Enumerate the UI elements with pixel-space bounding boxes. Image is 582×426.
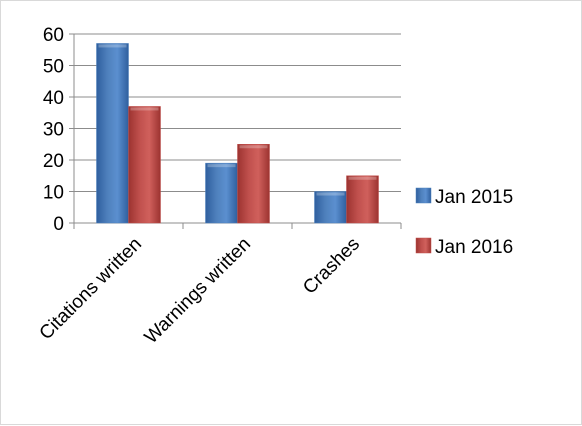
- y-tick-label: 30: [43, 120, 64, 141]
- bar-bevel: [207, 164, 236, 168]
- bar-bevel: [316, 192, 345, 196]
- bar-bevel: [98, 44, 127, 48]
- bar-jan-2015-warnings-written: [205, 162, 238, 224]
- y-tick-label: 10: [43, 183, 64, 204]
- bar-jan-2015-crashes: [314, 191, 347, 224]
- y-tick-label: 50: [43, 57, 64, 78]
- x-category-label: Crashes: [299, 234, 364, 299]
- bar-jan-2016-warnings-written: [237, 144, 270, 224]
- legend: Jan 2015 Jan 2016: [415, 187, 513, 258]
- bar-bevel: [348, 176, 377, 180]
- legend-swatch: [415, 237, 432, 254]
- legend-swatch: [415, 187, 432, 204]
- bars: [96, 43, 379, 224]
- x-category-label: Citations written: [36, 234, 146, 344]
- bar-jan-2016-crashes: [346, 175, 379, 224]
- legend-label: Jan 2016: [435, 237, 513, 258]
- bar-bevel: [239, 145, 268, 149]
- x-category-label: Warnings written: [141, 234, 255, 348]
- legend-label: Jan 2015: [435, 187, 513, 208]
- bar-bevel: [130, 107, 159, 111]
- bar-jan-2015-citations-written: [96, 43, 129, 224]
- y-tick-label: 60: [43, 25, 64, 46]
- y-tick-label: 40: [43, 88, 64, 109]
- y-tick-label: 20: [43, 151, 64, 172]
- bar-jan-2016-citations-written: [128, 106, 161, 224]
- y-tick-label: 0: [53, 214, 64, 235]
